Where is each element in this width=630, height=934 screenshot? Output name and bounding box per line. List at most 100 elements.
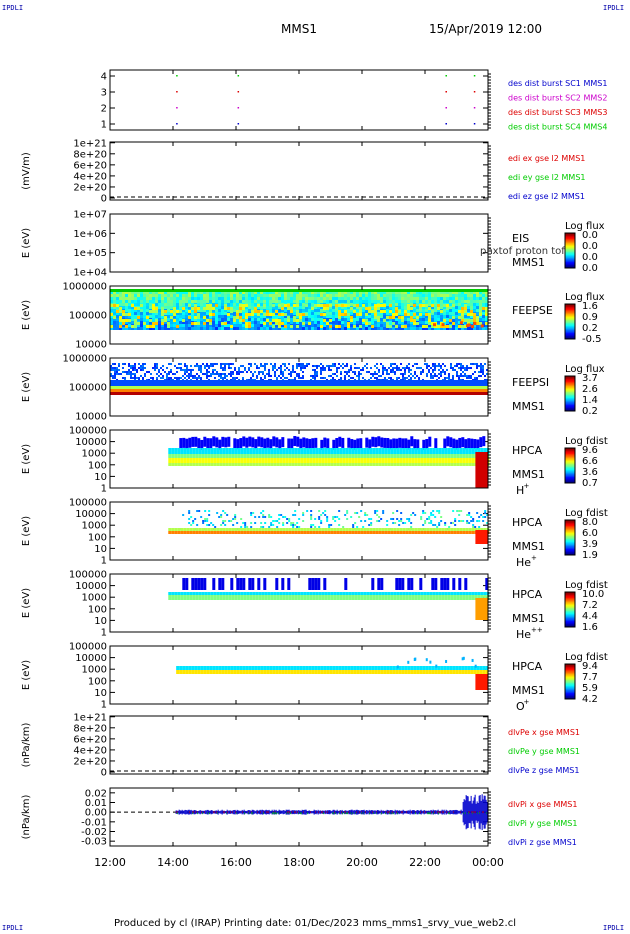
spec-cell	[146, 327, 149, 330]
spec-cell	[188, 312, 191, 315]
spec-cell	[324, 531, 328, 534]
spec-cell	[372, 531, 376, 534]
spec-cell	[131, 318, 134, 321]
colorbar-cell	[565, 619, 575, 622]
spec-cell	[128, 303, 131, 306]
spec-cell	[234, 514, 237, 516]
spec-cell	[274, 365, 276, 367]
colorbar-cell	[565, 381, 575, 384]
spec-cell	[281, 327, 284, 330]
spec-cell	[374, 371, 376, 373]
spec-cell	[326, 365, 328, 367]
spec-cell	[458, 514, 461, 516]
spec-cell	[177, 595, 181, 600]
spec-cell	[368, 315, 371, 318]
spec-cell	[396, 595, 400, 600]
spec-cell	[236, 578, 240, 590]
ytick-label: 100000	[69, 498, 107, 509]
spec-cell	[268, 516, 271, 518]
spec-cell	[356, 315, 359, 318]
spec-cell	[167, 327, 170, 330]
spec-cell	[302, 297, 305, 300]
colorbar-cell	[565, 397, 575, 400]
spec-cell	[242, 294, 245, 297]
spec-cell	[478, 520, 481, 522]
spec-cell	[454, 524, 457, 526]
spec-cell	[254, 315, 257, 318]
spec-cell	[471, 463, 475, 466]
spec-cell	[263, 294, 266, 297]
spec-cell	[167, 325, 170, 328]
spec-cell	[453, 592, 457, 595]
spec-cell	[186, 371, 188, 373]
spec-cell	[383, 300, 386, 303]
spec-cell	[254, 312, 257, 315]
instrument-label: FEEPSE	[512, 304, 553, 317]
spec-cell	[425, 306, 428, 309]
spec-cell	[381, 528, 385, 531]
spec-cell	[383, 312, 386, 315]
spec-cell	[130, 365, 132, 367]
ytick-label: 10000	[75, 581, 107, 592]
spec-cell	[332, 303, 335, 306]
spec-cell	[443, 319, 446, 322]
spec-cell	[203, 312, 206, 315]
spec-cell	[395, 291, 398, 294]
spec-cell	[287, 312, 290, 315]
spec-cell	[290, 375, 292, 377]
spec-cell	[348, 463, 352, 466]
spec-cell	[371, 578, 375, 590]
spec-cell	[368, 297, 371, 300]
spec-cell	[248, 322, 251, 325]
spec-cell	[462, 365, 464, 367]
spec-cell	[482, 297, 485, 300]
spec-cell	[254, 291, 257, 294]
spec-cell	[297, 531, 301, 534]
colorbar-title: Log flux	[565, 292, 605, 303]
spec-cell	[312, 375, 314, 377]
spec-cell	[456, 365, 458, 367]
spec-cell	[430, 512, 433, 514]
spec-cell	[366, 514, 369, 516]
spec-cell	[315, 454, 319, 458]
spec-cell	[224, 324, 227, 327]
spec-cell	[264, 377, 266, 379]
spec-cell	[314, 327, 317, 330]
spec-cell	[384, 454, 388, 458]
spec-cell	[378, 520, 381, 522]
spec-cell	[281, 291, 284, 294]
spec-cell	[290, 310, 293, 313]
panel-frame	[109, 69, 489, 131]
spec-cell	[312, 524, 315, 526]
spec-cell	[353, 310, 356, 313]
spec-cell	[110, 325, 113, 328]
spec-cell	[434, 373, 436, 375]
spec-cell	[336, 369, 338, 371]
spec-cell	[332, 315, 335, 318]
ytick-label: 0	[101, 194, 107, 205]
spec-cell	[116, 312, 119, 315]
spec-cell	[194, 297, 197, 300]
spec-cell	[264, 463, 268, 466]
spec-cell	[218, 516, 221, 518]
spec-cell	[449, 297, 452, 300]
spec-cell	[320, 514, 323, 516]
spec-cell	[260, 315, 263, 318]
spec-cell	[340, 377, 342, 379]
colorbar-tick: 6.6	[582, 456, 598, 467]
spec-cell	[230, 578, 234, 590]
spec-cell	[392, 369, 394, 371]
spec-cell	[234, 377, 236, 379]
spec-cell	[225, 592, 229, 595]
spec-cell	[447, 463, 451, 466]
spec-cell	[389, 306, 392, 309]
spec-cell	[390, 369, 392, 371]
spec-cell	[447, 448, 451, 454]
spec-cell	[329, 327, 332, 330]
spec-cell	[300, 448, 304, 454]
colorbar-frame	[564, 447, 576, 484]
spec-cell	[443, 578, 447, 590]
spec-cell	[482, 309, 485, 312]
spec-cell	[419, 578, 423, 590]
spec-cell	[114, 369, 116, 371]
